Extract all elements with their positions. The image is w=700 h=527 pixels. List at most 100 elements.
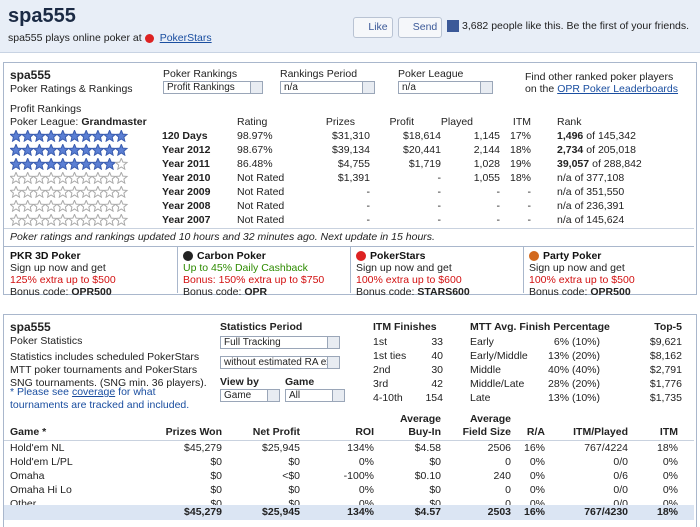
code-label: Bonus code: xyxy=(529,286,588,298)
star-rating xyxy=(10,144,129,156)
panel-subtitle: Poker Statistics xyxy=(10,335,83,347)
site-icon[interactable]: PokerStars xyxy=(159,32,212,44)
total-cell: 16% xyxy=(523,506,545,518)
star-filled xyxy=(114,130,129,142)
dropdown-arrow[interactable] xyxy=(480,82,492,93)
played: - xyxy=(496,200,501,212)
star-filled xyxy=(102,144,117,156)
rank: n/a of 145,624 xyxy=(557,214,624,227)
itm: 19% xyxy=(509,158,531,170)
dropdown-arrow[interactable] xyxy=(327,357,339,368)
promo-offer: 100% extra up to $600 xyxy=(356,274,462,286)
profit: - xyxy=(437,200,442,212)
star-empty xyxy=(44,172,59,184)
filter-label: Poker League xyxy=(398,68,464,80)
star-empty xyxy=(10,200,23,212)
promo-title[interactable]: PKR 3D Poker xyxy=(10,250,81,262)
promo-code: Bonus code: OPR500 xyxy=(10,286,112,299)
star-empty xyxy=(32,214,47,226)
itm: - xyxy=(527,186,532,198)
itm-count: 30 xyxy=(431,364,443,376)
promo-title[interactable]: PokerStars xyxy=(370,250,426,262)
mtt-value: 13% (20%) xyxy=(548,350,600,362)
star-empty xyxy=(67,186,82,198)
game-cell: -100% xyxy=(343,470,374,482)
view-by-label: View by xyxy=(220,376,259,388)
game-cell: 0/0 xyxy=(613,484,628,496)
star-filled xyxy=(32,144,47,156)
league-value: Grandmaster xyxy=(81,116,147,128)
mtt-label: Late xyxy=(470,392,491,404)
star-empty xyxy=(79,214,94,226)
star-filled xyxy=(32,130,47,142)
star-filled xyxy=(55,158,70,170)
separator xyxy=(4,228,694,229)
game-cell: $0 xyxy=(210,456,222,468)
star-empty xyxy=(114,158,129,170)
find-text-2: on the xyxy=(525,83,555,95)
coverage-link[interactable]: coverage xyxy=(71,386,116,398)
filter-select[interactable]: n/a xyxy=(398,81,493,94)
expenses-select-value: without estimated RA expe xyxy=(224,357,340,368)
game-column-header: ROI xyxy=(355,426,374,438)
promo-title[interactable]: Party Poker xyxy=(543,250,602,262)
game-column-header: Average Field Size xyxy=(462,413,511,438)
rating: 86.48% xyxy=(237,158,273,170)
game-column-header: Net Profit xyxy=(252,426,300,438)
star-empty xyxy=(114,200,129,212)
like-button[interactable]: Like xyxy=(353,17,393,38)
game-column-header: Prizes Won xyxy=(165,426,222,438)
mtt-label: Middle xyxy=(470,364,501,376)
profit: - xyxy=(437,172,442,184)
dropdown-arrow[interactable] xyxy=(362,82,374,93)
game-column-header: ITM xyxy=(659,426,678,438)
mtt-value: 13% (10%) xyxy=(548,392,600,404)
star-filled xyxy=(44,130,59,142)
league: Poker League: Grandmaster xyxy=(10,116,147,129)
filter-select[interactable]: n/a xyxy=(280,81,375,94)
game-name: Omaha xyxy=(10,470,45,482)
itm-label: 4-10th xyxy=(373,392,403,404)
send-button[interactable]: Send xyxy=(398,17,442,38)
column-header: Prizes xyxy=(325,116,355,128)
game-select[interactable]: All xyxy=(285,389,345,402)
expenses-select[interactable]: without estimated RA expe xyxy=(220,356,340,369)
rank-value: n/a xyxy=(557,214,572,226)
dropdown-arrow[interactable] xyxy=(267,390,279,401)
period-select[interactable]: Full Tracking xyxy=(220,336,340,349)
star-empty xyxy=(10,214,23,226)
itm-label: 2nd xyxy=(373,364,391,376)
game-cell: 16% xyxy=(523,442,545,454)
leaderboard-link[interactable]: OPR Poker Leaderboards xyxy=(557,83,679,95)
star-empty xyxy=(90,172,105,184)
star-empty xyxy=(32,186,47,198)
description: Statistics includes scheduled PokerStars… xyxy=(10,351,207,389)
rank: n/a of 377,108 xyxy=(557,172,624,185)
mtt-label: Middle/Late xyxy=(470,378,525,390)
promo-line: Sign up now and get xyxy=(356,262,452,274)
rating: Not Rated xyxy=(237,214,285,226)
star-filled xyxy=(102,130,117,142)
rating: 98.97% xyxy=(237,130,273,142)
promo-offer: 100% extra up to $500 xyxy=(529,274,635,286)
promo-code: Bonus code: OPR xyxy=(183,286,267,299)
star-empty xyxy=(20,200,35,212)
dropdown-arrow[interactable] xyxy=(332,390,344,401)
total-cell: $4.57 xyxy=(414,506,441,518)
total-cell: 18% xyxy=(656,506,678,518)
itm: 17% xyxy=(509,130,531,142)
promo-title[interactable]: Carbon Poker xyxy=(197,250,266,262)
game-cell: $4.58 xyxy=(414,442,441,454)
view-by-select[interactable]: Game xyxy=(220,389,280,402)
star-filled xyxy=(79,144,94,156)
dropdown-arrow[interactable] xyxy=(327,337,339,348)
game-name: Hold'em NL xyxy=(10,442,65,454)
game-name: Hold'em L/PL xyxy=(10,456,73,468)
dropdown-arrow[interactable] xyxy=(250,82,262,93)
filter-select[interactable]: Profit Rankings xyxy=(163,81,263,94)
game-cell: $0 xyxy=(429,484,441,496)
code-label: Bonus code: xyxy=(356,286,415,298)
rankings-panel xyxy=(3,62,697,295)
star-empty xyxy=(20,214,35,226)
top5-value: $1,776 xyxy=(649,378,682,390)
